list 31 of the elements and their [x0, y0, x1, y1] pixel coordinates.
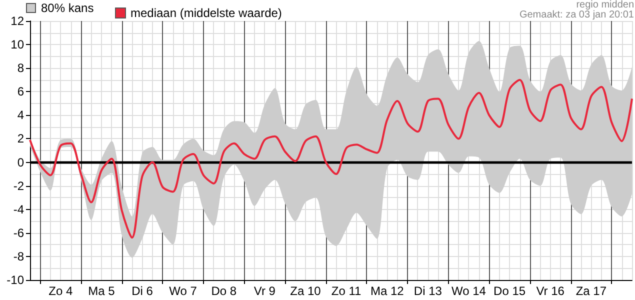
y-tick-label: -4: [13, 202, 24, 216]
y-tick-label: -10: [6, 273, 24, 287]
x-tick-label: Zo 11: [331, 284, 362, 298]
x-tick-label: Do 15: [494, 284, 526, 298]
x-tick-label: Di 6: [132, 284, 154, 298]
y-tick-label: 8: [17, 61, 24, 76]
legend-label: mediaan (middelste waarde): [130, 6, 282, 20]
x-tick-label: Zo 4: [48, 284, 73, 298]
y-tick-label: 2: [17, 132, 24, 146]
text: regio midden: [576, 0, 634, 10]
line-series: [29, 78, 633, 239]
x-tick-label: Vr 9: [254, 284, 276, 298]
y-tick-label: 12: [10, 14, 24, 28]
x-tick-label: Ma 12: [370, 284, 404, 298]
y-tick-label: -6: [13, 226, 24, 240]
x-tick-label: Do 8: [211, 284, 237, 298]
x-tick-label: Wo 14: [452, 284, 486, 298]
y-tick-label: -2: [13, 178, 24, 193]
text: Gemaakt: za 03 jan 20:01: [519, 10, 634, 20]
y-tick-label: 4: [17, 108, 24, 122]
y-tick-label: 6: [17, 84, 24, 99]
x-tick-label: Vr 16: [536, 284, 565, 298]
y-tick-label: 0: [17, 155, 24, 170]
y-tick-label: -8: [13, 249, 24, 264]
x-tick-label: Di 13: [414, 284, 442, 298]
x-tick-label: Ma 5: [88, 284, 116, 298]
y-tick-label: 10: [10, 38, 24, 52]
x-tick-label: Wo 7: [169, 284, 198, 298]
x-tick-label: Za 10: [290, 284, 322, 298]
x-tick-label: Za 17: [576, 284, 607, 298]
text: 80% kans: [41, 1, 94, 15]
